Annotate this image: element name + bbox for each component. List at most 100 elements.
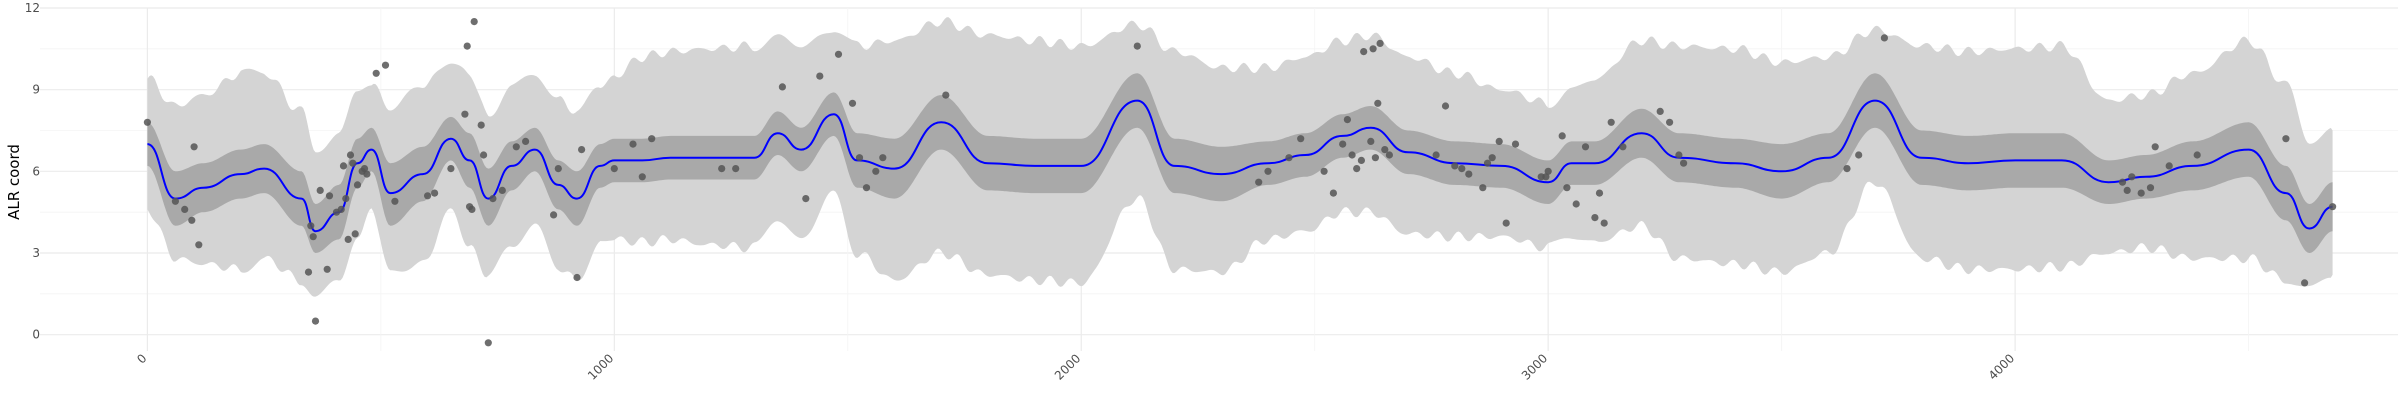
observation-point (468, 205, 476, 213)
observation-point (648, 135, 656, 143)
observation-point (1880, 34, 1888, 42)
x-tick-label: 0 (134, 351, 149, 366)
observation-point (1133, 42, 1141, 50)
observation-point (638, 173, 646, 181)
observation-point (1479, 184, 1487, 192)
y-axis-title: ALR coord (5, 144, 23, 220)
observation-point (1502, 219, 1510, 227)
observation-point (498, 186, 506, 194)
observation-point (424, 192, 432, 200)
observation-point (2123, 186, 2131, 194)
posterior-mean-line (147, 99, 2333, 233)
observation-point (339, 162, 348, 170)
observation-point (554, 165, 562, 173)
observation-point (1432, 151, 1440, 159)
observation-point (1843, 165, 1851, 173)
observation-point (309, 233, 317, 241)
observation-point (1320, 167, 1328, 175)
observation-point (349, 159, 357, 167)
observation-point (2128, 173, 2136, 181)
observation-point (353, 181, 362, 189)
observation-point (470, 18, 478, 26)
observation-point (2146, 184, 2155, 192)
observation-point (1542, 173, 1550, 181)
observation-point (834, 50, 843, 58)
observation-point (855, 154, 864, 162)
observation-point (1675, 151, 1683, 159)
observation-point (1483, 159, 1492, 167)
observation-points (143, 18, 2337, 347)
x-tick-label: 4000 (1986, 351, 2017, 382)
observation-point (1680, 159, 1688, 167)
observation-point (1458, 165, 1466, 173)
observation-point (942, 91, 950, 99)
observation-point (1591, 214, 1599, 222)
y-tick-label: 12 (25, 1, 40, 15)
observation-point (190, 143, 198, 151)
observation-point (578, 146, 586, 154)
observation-point (171, 197, 179, 205)
observation-point (346, 151, 355, 159)
observation-point (718, 165, 726, 173)
observation-point (1465, 170, 1473, 178)
x-tick-label: 1000 (585, 351, 616, 382)
observation-point (512, 143, 520, 151)
observation-point (1371, 154, 1379, 162)
observation-point (1558, 132, 1566, 140)
observation-point (573, 273, 581, 282)
observation-point (1495, 137, 1503, 145)
observation-point (391, 197, 399, 205)
observation-point (484, 339, 492, 347)
observation-point (1376, 39, 1384, 48)
observation-point (307, 222, 315, 230)
observation-point (351, 230, 359, 238)
observation-point (778, 83, 787, 91)
observation-point (316, 186, 324, 194)
observation-point (1563, 184, 1571, 192)
observation-point (1656, 107, 1664, 115)
observation-point (381, 61, 390, 69)
observation-point (1451, 162, 1459, 170)
observation-point (363, 170, 371, 178)
observation-point (1544, 167, 1552, 175)
observation-point (1353, 165, 1361, 173)
observation-point (1600, 219, 1608, 227)
observation-point (311, 317, 320, 325)
observation-point (1367, 137, 1375, 145)
inner-uncertainty-band (147, 73, 2333, 253)
observation-point (550, 211, 558, 219)
observation-point (188, 216, 196, 224)
observation-point (1343, 116, 1351, 124)
observation-point (1357, 156, 1365, 164)
observation-point (463, 42, 471, 50)
x-tick-label: 2000 (1052, 351, 1083, 382)
observation-point (879, 154, 887, 162)
observation-point (1381, 146, 1389, 154)
observation-point (1619, 143, 1627, 151)
observation-point (802, 195, 810, 203)
observation-point (1441, 102, 1450, 110)
observation-point (325, 192, 334, 200)
observation-point (461, 110, 469, 118)
observation-point (1255, 178, 1263, 186)
observation-point (1360, 48, 1368, 56)
x-axis-tick-labels: 0 1000 2000 3000 4000 (134, 351, 2017, 383)
observation-point (2329, 203, 2337, 211)
observation-point (304, 268, 313, 276)
observation-point (1385, 151, 1393, 159)
observation-point (1297, 135, 1305, 143)
observation-point (372, 69, 380, 77)
observation-point (610, 165, 618, 173)
observation-point (1488, 154, 1496, 162)
observation-point (360, 165, 369, 173)
y-tick-label: 3 (32, 246, 40, 260)
observation-point (848, 99, 857, 107)
observation-point (2165, 162, 2173, 170)
observation-point (1348, 151, 1356, 159)
observation-point (1666, 118, 1674, 126)
observation-point (447, 165, 455, 173)
observation-point (181, 205, 189, 213)
observation-point (342, 195, 350, 203)
y-tick-label: 9 (32, 83, 40, 97)
